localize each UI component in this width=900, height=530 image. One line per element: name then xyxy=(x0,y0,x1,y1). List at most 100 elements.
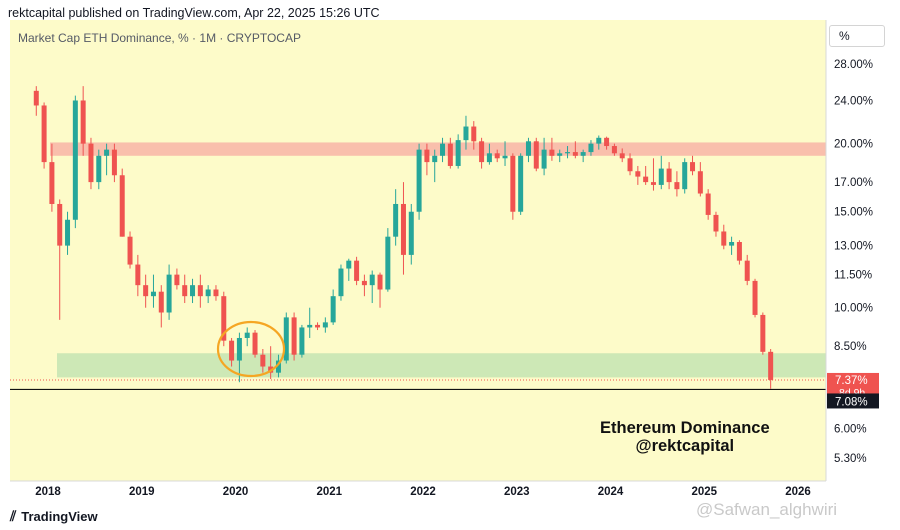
candle xyxy=(111,143,117,183)
candle-body xyxy=(713,214,719,232)
candle-body xyxy=(736,242,742,261)
annotation-title: Ethereum Dominance xyxy=(600,419,770,437)
x-tick-label: 2020 xyxy=(223,486,249,498)
candle-body xyxy=(424,149,430,163)
candle xyxy=(525,137,531,163)
candle xyxy=(518,153,524,215)
candle xyxy=(229,337,235,367)
candle xyxy=(354,256,360,286)
candle xyxy=(572,141,578,159)
candle-body xyxy=(299,327,305,355)
candle xyxy=(330,289,336,325)
candle-body xyxy=(408,211,414,255)
candle xyxy=(408,203,414,265)
candle-body xyxy=(385,236,391,290)
candle xyxy=(760,312,766,355)
candle xyxy=(604,136,610,150)
candle-body xyxy=(236,337,242,361)
candle-body xyxy=(596,137,602,144)
candle-body xyxy=(658,168,664,185)
candle xyxy=(41,102,47,169)
candle xyxy=(346,258,352,281)
annotation-handle: @rektcapital xyxy=(635,437,735,455)
candle-body xyxy=(580,152,586,156)
candle-body xyxy=(502,155,508,159)
tradingview-logo-icon: ⫽ xyxy=(10,508,17,524)
candle-body xyxy=(190,285,196,297)
x-tick-label: 2026 xyxy=(785,486,811,498)
candle-body xyxy=(682,162,688,190)
candle-body xyxy=(88,143,94,183)
candle-body xyxy=(49,162,55,204)
candle-body xyxy=(650,182,656,185)
candle-body xyxy=(369,274,375,286)
tradingview-logo[interactable]: ⫽ TradingView xyxy=(10,508,98,525)
candle xyxy=(580,149,586,163)
candle-body xyxy=(525,141,531,156)
candle xyxy=(557,149,563,163)
candle-body xyxy=(643,176,649,183)
candle xyxy=(88,137,94,190)
candle-body xyxy=(354,260,360,281)
candle-body xyxy=(41,105,47,163)
candle xyxy=(385,228,391,292)
chart-subtitle: Market Cap ETH Dominance, % · 1M · CRYPT… xyxy=(18,31,301,45)
candle xyxy=(565,146,571,159)
candle-body xyxy=(494,153,500,159)
candle-body xyxy=(80,100,86,144)
candle xyxy=(768,348,774,389)
candle xyxy=(221,291,227,347)
candle-body xyxy=(283,317,289,361)
candle xyxy=(197,274,203,308)
candle xyxy=(471,121,477,150)
candle xyxy=(666,162,672,190)
candle xyxy=(729,236,735,255)
candle-body xyxy=(619,153,625,159)
candle xyxy=(57,199,63,320)
logo-text: TradingView xyxy=(21,509,98,524)
candle xyxy=(721,224,727,250)
candle-body xyxy=(260,354,266,367)
candle-body xyxy=(611,146,617,154)
candle-body xyxy=(150,291,156,297)
candle-body xyxy=(96,155,102,183)
candle-body xyxy=(213,289,219,297)
candle-body xyxy=(400,203,406,255)
candle xyxy=(166,264,172,320)
candle-body xyxy=(127,236,133,265)
candle xyxy=(494,149,500,163)
candle-body xyxy=(479,141,485,163)
candle-body xyxy=(486,153,492,163)
candle-body xyxy=(455,140,461,166)
candle-body xyxy=(768,351,774,380)
candle xyxy=(674,171,680,197)
x-tick-label: 2022 xyxy=(410,486,436,498)
candle-body xyxy=(322,322,328,328)
resistance-zone xyxy=(50,142,826,156)
candle xyxy=(627,153,633,176)
candle-body xyxy=(463,126,469,141)
candle xyxy=(291,312,297,361)
candle xyxy=(650,158,656,191)
candle xyxy=(619,148,625,163)
candle xyxy=(432,149,438,183)
candle-body xyxy=(346,260,352,269)
candle-body xyxy=(205,289,211,297)
y-tick-label: 8.50% xyxy=(834,341,867,353)
y-tick-label: 24.00% xyxy=(834,95,873,107)
candle xyxy=(744,254,750,286)
percent-scale-button[interactable]: % xyxy=(829,25,885,47)
candle xyxy=(697,162,703,197)
candle-body xyxy=(572,152,578,156)
candle xyxy=(393,189,399,246)
candle xyxy=(315,322,321,331)
chart-area[interactable] xyxy=(10,20,826,481)
candle xyxy=(49,143,55,212)
candle-body xyxy=(158,291,164,313)
candle-body xyxy=(549,149,555,156)
candle xyxy=(713,211,719,237)
candle-body xyxy=(760,314,766,352)
candle-body xyxy=(432,155,438,163)
candle xyxy=(260,348,266,373)
